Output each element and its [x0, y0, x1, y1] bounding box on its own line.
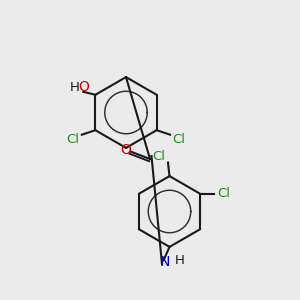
Text: Cl: Cl: [173, 133, 186, 146]
Text: O: O: [79, 80, 89, 94]
Text: Cl: Cl: [218, 187, 231, 200]
Text: Cl: Cl: [152, 150, 166, 163]
Text: Cl: Cl: [66, 133, 79, 146]
Text: H: H: [69, 81, 79, 94]
Text: H: H: [175, 254, 185, 267]
Text: N: N: [160, 255, 170, 269]
Text: O: O: [121, 143, 131, 157]
